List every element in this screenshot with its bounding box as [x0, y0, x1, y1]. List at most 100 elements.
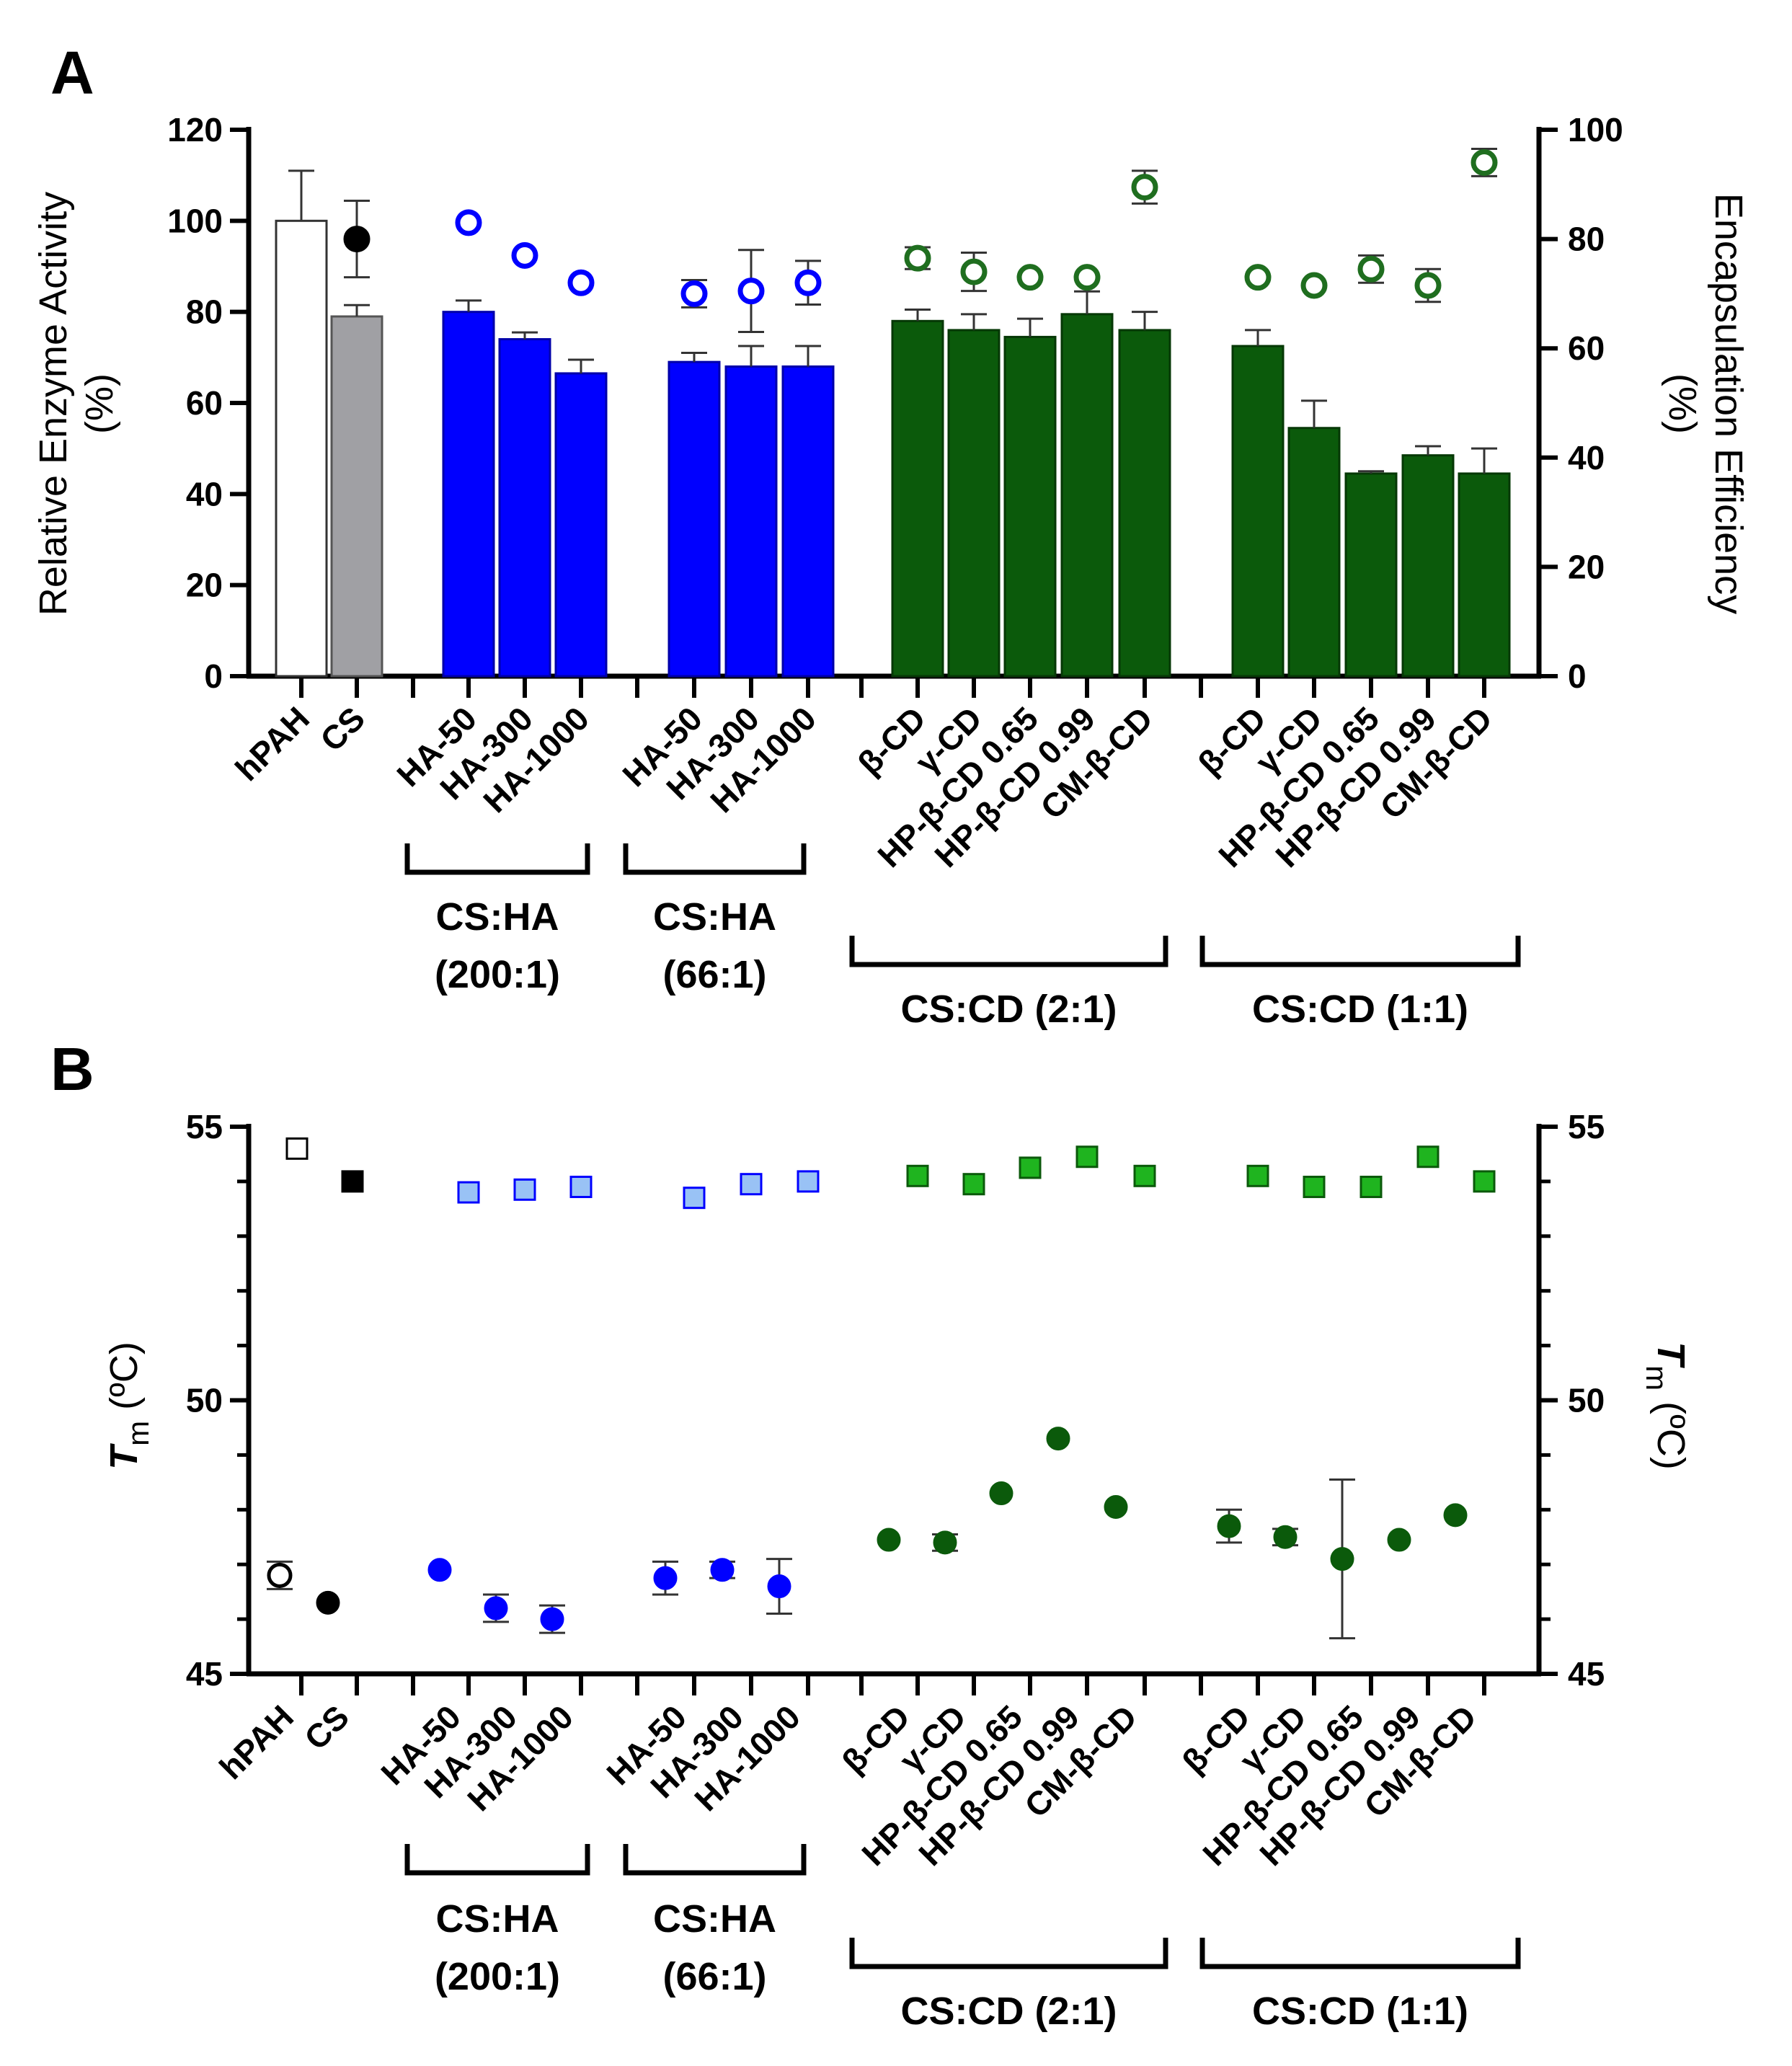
- tm-circle: [1046, 1427, 1070, 1451]
- tm-square: [1133, 1164, 1156, 1187]
- group-label: (66:1): [662, 1955, 766, 1998]
- panel-b-points: [267, 1137, 1496, 1640]
- group-bracket: [623, 843, 807, 875]
- tm-square: [683, 1187, 706, 1210]
- bar: [891, 319, 944, 678]
- y-tick-label-left: 50: [186, 1382, 223, 1419]
- bar-error: [1301, 399, 1327, 428]
- tm-circle: [1217, 1514, 1241, 1538]
- group-bracket: [623, 1844, 807, 1876]
- tm-subscript: m: [1640, 1365, 1674, 1391]
- tm-circle: [989, 1481, 1013, 1506]
- bar: [1458, 472, 1511, 678]
- tm-square: [1416, 1145, 1440, 1169]
- tm-square: [740, 1173, 763, 1196]
- y-axis-title-right: Tm (ºC): [1640, 1342, 1693, 1470]
- tm-square: [1303, 1175, 1326, 1198]
- tm-square: [513, 1178, 536, 1201]
- group-label: CS:HA: [436, 1897, 559, 1941]
- bar: [1118, 329, 1171, 678]
- efficiency-marker: [1471, 148, 1498, 176]
- efficiency-marker: [1073, 264, 1101, 291]
- efficiency-marker: [567, 269, 595, 296]
- y-tick-label-left: 0: [204, 657, 223, 695]
- y-tick-label-right: 20: [1568, 548, 1605, 585]
- y-tick-label-left: 60: [186, 384, 223, 422]
- bar-error: [344, 303, 370, 316]
- tm-unit: (ºC): [102, 1342, 146, 1421]
- group-label: CS:HA: [436, 895, 559, 939]
- efficiency-marker: [1414, 272, 1442, 299]
- tm-circle: [710, 1558, 735, 1582]
- y-tick-label-left: 80: [186, 293, 223, 331]
- panel-a-bars: [275, 169, 1511, 678]
- panel-a-letter: A: [50, 39, 94, 107]
- tm-square: [962, 1173, 985, 1196]
- bar-error: [961, 313, 987, 330]
- tm-square: [285, 1137, 309, 1160]
- category-label: hPAH: [228, 699, 316, 788]
- y-tick-label-right: 60: [1568, 329, 1605, 367]
- efficiency-marker: [1300, 272, 1328, 299]
- panel-a-group-labels: CS:HA (200:1) CS:HA (66:1) CS:CD (2:1) CS:CD …: [404, 843, 1521, 1031]
- y-tick-label-left: 20: [186, 567, 223, 604]
- y-tick-label-right: 55: [1568, 1108, 1605, 1145]
- group-label: CS:CD (1:1): [1252, 988, 1468, 1031]
- tm-unit: (ºC): [1649, 1391, 1693, 1470]
- tm-square: [569, 1175, 593, 1198]
- efficiency-marker: [960, 258, 988, 285]
- panel-a: A 0 20 40 60 80 100 120 0 20 40 60 80 100 Relative En…: [32, 39, 1750, 1031]
- y-axis-title-right: Encapsulation Efficiency(%): [1661, 193, 1750, 614]
- bar-error: [681, 352, 707, 363]
- tm-circle: [1443, 1503, 1468, 1528]
- group-label: (66:1): [662, 953, 766, 996]
- efficiency-marker: [1016, 264, 1044, 291]
- tm-square: [1075, 1145, 1099, 1169]
- bar: [1003, 335, 1057, 678]
- group-bracket: [849, 1938, 1168, 1969]
- bar-error: [738, 345, 764, 367]
- bar: [275, 219, 328, 678]
- y-tick-label-left: 120: [167, 111, 223, 148]
- group-label: CS:HA: [653, 1897, 776, 1941]
- group-bracket: [404, 843, 590, 875]
- tm-circle: [267, 1562, 293, 1588]
- efficiency-marker: [455, 209, 482, 236]
- bar-error: [1415, 445, 1441, 456]
- group-bracket: [849, 936, 1168, 967]
- y-tick-label-left: 55: [186, 1108, 223, 1145]
- tm-circle: [877, 1528, 901, 1552]
- bar-error: [795, 345, 821, 367]
- group-bracket: [1199, 1938, 1521, 1969]
- efficiency-marker: [737, 278, 765, 305]
- group-label: CS:CD (1:1): [1252, 1990, 1468, 2033]
- y-axis-title-right-line: Encapsulation Efficiency: [1707, 193, 1750, 614]
- tm-circle: [767, 1574, 791, 1599]
- group-bracket: [404, 1844, 590, 1876]
- tm-circle: [427, 1558, 452, 1582]
- bar: [947, 329, 1001, 678]
- y-tick-label-right: 50: [1568, 1382, 1605, 1419]
- bar: [1060, 313, 1114, 678]
- category-label: CS: [313, 699, 372, 758]
- bar: [498, 338, 551, 678]
- y-axis-title-left: Relative Enzyme Activity(%): [32, 192, 121, 616]
- y-axis-title-left-line: (%): [78, 373, 121, 434]
- bar: [1231, 345, 1285, 678]
- tm-circle: [316, 1590, 340, 1615]
- category-label: hPAH: [212, 1698, 301, 1786]
- bar-error: [1017, 317, 1043, 337]
- group-label: CS:CD (2:1): [900, 988, 1117, 1031]
- efficiency-marker: [343, 226, 371, 253]
- tm-circle: [1387, 1528, 1411, 1552]
- panel-b-letter: B: [50, 1035, 94, 1103]
- bar: [781, 365, 835, 678]
- y-tick-label-left: 100: [167, 202, 223, 239]
- y-tick-label-right: 45: [1568, 1655, 1605, 1693]
- y-axis-title-left: Tm (ºC): [102, 1342, 155, 1470]
- tm-symbol: T: [102, 1443, 146, 1470]
- group-label: (200:1): [435, 1955, 560, 1998]
